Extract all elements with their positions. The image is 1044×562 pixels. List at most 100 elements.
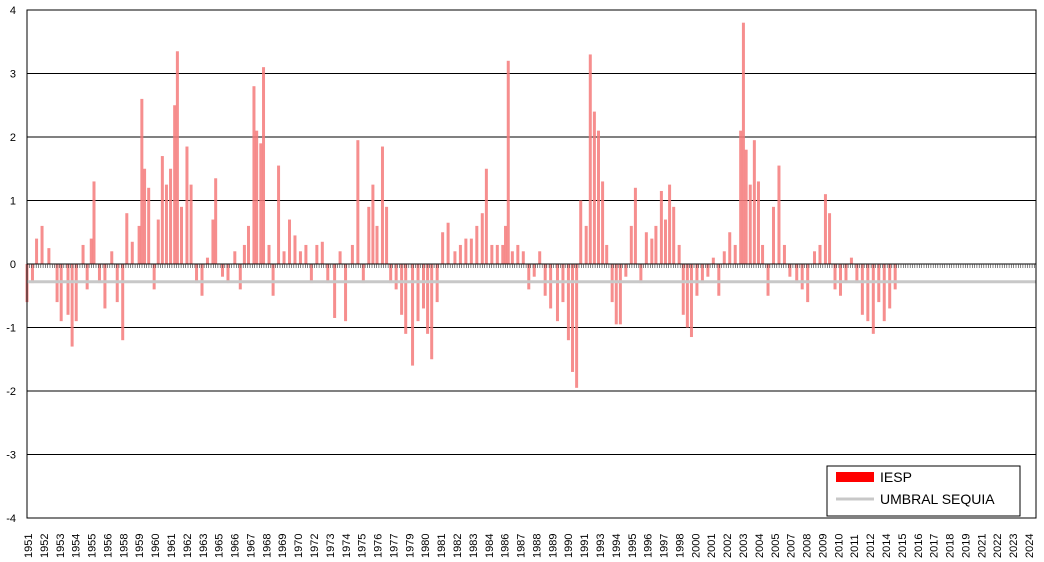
legend-umbral-label: UMBRAL SEQUIA <box>880 491 995 507</box>
x-tick-label: 1961 <box>166 534 178 558</box>
iesp-bar <box>654 225 658 264</box>
iesp-bar <box>549 264 553 309</box>
iesp-bar <box>813 251 817 264</box>
x-tick-label: 1997 <box>659 534 671 558</box>
iesp-bar <box>672 206 676 264</box>
iesp-bar <box>430 264 434 360</box>
iesp-bar <box>74 264 78 322</box>
x-tick-label: 1982 <box>452 534 464 558</box>
iesp-bar <box>40 225 44 264</box>
iesp-bar <box>475 225 479 264</box>
x-tick-label: 2023 <box>1008 534 1020 558</box>
iesp-bar <box>361 264 365 284</box>
iesp-bar <box>195 264 199 284</box>
iesp-bar <box>81 244 85 264</box>
iesp-bar <box>214 178 218 264</box>
x-tick-label: 1977 <box>388 533 400 557</box>
x-tick-label: 1956 <box>102 533 114 557</box>
iesp-bar <box>255 130 259 264</box>
iesp-bar <box>663 219 667 264</box>
iesp-bar <box>344 264 348 322</box>
iesp-bar <box>490 244 494 264</box>
x-tick-label: 2012 <box>865 534 877 558</box>
iesp-bar <box>70 264 74 347</box>
iesp-bar <box>833 264 837 290</box>
iesp-bar <box>356 140 360 264</box>
iesp-bar <box>189 184 193 264</box>
iesp-bar <box>748 184 752 264</box>
iesp-bar <box>156 219 160 264</box>
x-tick-label: 2016 <box>913 534 925 558</box>
iesp-bar <box>147 187 151 264</box>
iesp-bar <box>288 219 292 264</box>
iesp-bar <box>722 251 726 264</box>
x-tick-label: 1983 <box>468 534 480 558</box>
iesp-bar <box>659 190 663 264</box>
y-tick-label: -1 <box>6 323 16 335</box>
iesp-bar <box>416 264 420 322</box>
iesp-bar <box>516 244 520 264</box>
iesp-bar <box>510 251 514 264</box>
iesp-bar <box>788 264 792 277</box>
iesp-bar <box>59 264 63 322</box>
y-tick-label: -3 <box>6 450 16 462</box>
iesp-bar <box>30 264 34 284</box>
x-axis-tick-labels: 1951 1952 1953 1954 1955 1956 1958 1959 1960 1961… <box>23 533 1036 558</box>
x-tick-label: 1986 <box>500 534 512 558</box>
iesp-bar <box>89 238 93 264</box>
x-tick-label: 2005 <box>770 534 782 558</box>
iesp-bar <box>871 264 875 334</box>
iesp-bar <box>152 264 156 290</box>
iesp-bar <box>110 251 114 264</box>
x-tick-label: 2022 <box>992 533 1004 557</box>
iesp-bar <box>677 244 681 264</box>
iesp-bar <box>506 60 510 264</box>
x-tick-label: 1998 <box>674 533 686 557</box>
x-tick-label: 1995 <box>627 534 639 558</box>
iesp-bar <box>226 264 230 284</box>
x-tick-label: 2007 <box>786 534 798 558</box>
iesp-bar <box>782 244 786 264</box>
x-tick-label: 2014 <box>881 534 893 558</box>
iesp-bar <box>761 244 765 264</box>
y-tick-label: -2 <box>6 386 16 398</box>
x-tick-label: 1962 <box>182 534 194 558</box>
iesp-bar <box>242 244 246 264</box>
iesp-bar <box>605 244 609 264</box>
iesp-bar <box>66 264 70 315</box>
x-tick-label: 2008 <box>802 534 814 558</box>
iesp-bar <box>823 194 827 264</box>
iesp-bar <box>315 244 319 264</box>
iesp-bar <box>309 264 313 284</box>
iesp-bar <box>458 244 462 264</box>
iesp-bar <box>385 206 389 264</box>
iesp-bar <box>818 244 822 264</box>
iesp-bar <box>411 264 415 366</box>
iesp-bar <box>741 22 745 265</box>
iesp-bar <box>380 146 384 264</box>
x-tick-label: 1984 <box>484 534 496 558</box>
iesp-bar <box>521 251 525 264</box>
iesp-bar <box>695 264 699 296</box>
iesp-bar <box>211 219 215 264</box>
legend: IESP UMBRAL SEQUIA <box>826 465 1021 517</box>
iesp-bar <box>795 264 799 284</box>
iesp-bar <box>866 264 870 322</box>
iesp-bar <box>252 86 256 264</box>
iesp-bar <box>501 244 505 264</box>
iesp-bar <box>333 264 337 318</box>
iesp-bar <box>733 244 737 264</box>
iesp-bar <box>173 105 177 264</box>
iesp-bar <box>860 264 864 315</box>
iesp-bar <box>446 222 450 264</box>
iesp-bar <box>739 130 743 264</box>
iesp-bar <box>164 184 168 264</box>
x-tick-label: 1993 <box>595 534 607 558</box>
iesp-bar <box>689 264 693 338</box>
iesp-bar <box>584 225 588 264</box>
iesp-bar <box>246 225 250 264</box>
x-tick-label: 1994 <box>611 534 623 558</box>
y-tick-label: 0 <box>10 259 16 271</box>
iesp-bar <box>752 140 756 264</box>
